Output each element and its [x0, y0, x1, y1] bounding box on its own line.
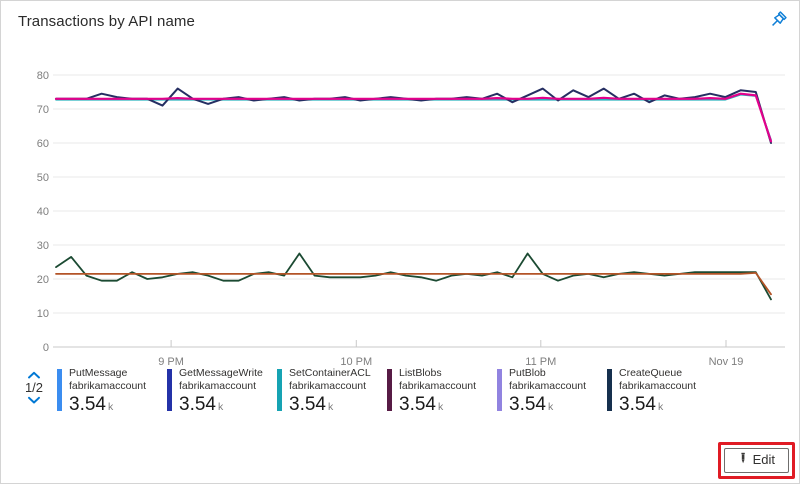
- series-value-unit: k: [437, 401, 444, 413]
- line-dark-navy: [55, 87, 772, 144]
- series-color-bar: [167, 369, 172, 411]
- legend-item[interactable]: PutBlob fabrikamaccount 3.54 k: [497, 367, 607, 417]
- series-color-bar: [387, 369, 392, 411]
- series-color-bar: [57, 369, 62, 411]
- edit-pencil-icon: [738, 452, 748, 468]
- line-light-blue: [55, 93, 772, 142]
- legend-page-up-button[interactable]: [23, 370, 45, 380]
- edit-highlight-annotation: Edit: [717, 442, 795, 479]
- series-value: 3.54 k: [399, 395, 476, 417]
- series-name: CreateQueue: [619, 367, 683, 379]
- legend-item[interactable]: ListBlobs fabrikamaccount 3.54 k: [387, 367, 497, 417]
- series-account: fabrikamaccount: [179, 380, 257, 392]
- series-value: 3.54 k: [509, 395, 586, 417]
- legend: 1/2 PutMessage fabrikamaccount 3.54 k: [11, 367, 789, 417]
- line-magenta: [54, 92, 773, 143]
- legend-item[interactable]: SetContainerACL fabrikamaccount 3.54 k: [277, 367, 387, 417]
- x-tick-label: Nov 19: [709, 356, 744, 365]
- page-title: Transactions by API name: [18, 13, 195, 30]
- legend-pager: 1/2: [11, 370, 57, 405]
- series-value-unit: k: [547, 401, 554, 413]
- line-chart: 0 10 20 30 40 50 60 70 80 9 PM 10 PM 11 PM Nov 19: [37, 70, 785, 365]
- legend-page-down-button[interactable]: [23, 395, 45, 405]
- legend-item[interactable]: CreateQueue fabrikamaccount 3.54 k: [607, 367, 717, 417]
- series-name: ListBlobs: [399, 367, 442, 379]
- series-value-number: 3.54: [399, 394, 436, 415]
- series-account: fabrikamaccount: [619, 380, 697, 392]
- line-orange: [55, 271, 772, 296]
- pin-to-dashboard-button[interactable]: [764, 7, 791, 34]
- series-value-unit: k: [107, 401, 114, 413]
- y-tick-label: 40: [37, 206, 49, 218]
- chevron-up-icon: [27, 367, 41, 382]
- x-tick-label: 11 PM: [525, 356, 556, 365]
- edit-button-label: Edit: [752, 452, 775, 467]
- x-tick-label: 9 PM: [158, 356, 184, 365]
- series-value-unit: k: [217, 401, 224, 413]
- series-color-bar: [277, 369, 282, 411]
- series-account: fabrikamaccount: [69, 380, 147, 392]
- series-value: 3.54 k: [69, 395, 146, 417]
- series-name: PutMessage: [69, 367, 128, 379]
- series-value-number: 3.54: [509, 394, 546, 415]
- series-account: fabrikamaccount: [289, 380, 367, 392]
- series-value-unit: k: [327, 401, 334, 413]
- series-color-bar: [497, 369, 502, 411]
- x-tick-label: 10 PM: [340, 356, 372, 365]
- series-name: PutBlob: [509, 367, 546, 379]
- series-color-bar: [607, 369, 612, 411]
- y-tick-label: 30: [37, 240, 49, 252]
- series-value-number: 3.54: [619, 394, 656, 415]
- legend-item[interactable]: PutMessage fabrikamaccount 3.54 k: [57, 367, 167, 417]
- edit-button[interactable]: Edit: [723, 448, 789, 473]
- series-name: GetMessageWrite: [179, 367, 263, 379]
- series-value-number: 3.54: [69, 394, 106, 415]
- line-teal: [55, 93, 772, 141]
- series-account: fabrikamaccount: [509, 380, 587, 392]
- series-value: 3.54 k: [289, 395, 371, 417]
- y-tick-label: 20: [37, 274, 49, 286]
- series-value: 3.54 k: [179, 395, 263, 417]
- legend-items: PutMessage fabrikamaccount 3.54 k GetMes…: [57, 367, 717, 417]
- line-dark-green: [55, 252, 772, 301]
- series-name: SetContainerACL: [289, 367, 371, 379]
- y-tick-label: 70: [37, 104, 49, 116]
- series-value: 3.54 k: [619, 395, 696, 417]
- series-value-unit: k: [657, 401, 664, 413]
- legend-page-indicator: 1/2: [24, 380, 44, 395]
- y-tick-label: 60: [37, 138, 49, 150]
- y-tick-label: 80: [37, 70, 49, 82]
- series-value-number: 3.54: [179, 394, 216, 415]
- legend-item[interactable]: GetMessageWrite fabrikamaccount 3.54 k: [167, 367, 277, 417]
- series-value-number: 3.54: [289, 394, 326, 415]
- y-tick-label: 50: [37, 172, 49, 184]
- series-account: fabrikamaccount: [399, 380, 477, 392]
- chevron-down-icon: [27, 392, 41, 407]
- pushpin-icon: [768, 11, 787, 33]
- y-tick-label: 0: [43, 342, 49, 354]
- y-tick-label: 10: [37, 308, 49, 320]
